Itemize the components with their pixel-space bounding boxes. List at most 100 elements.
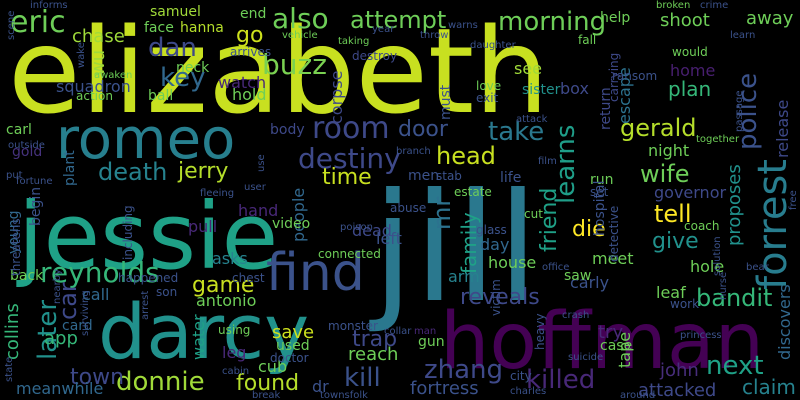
word-abuse: abuse: [390, 201, 426, 215]
word-learns: learns: [551, 125, 581, 204]
word-together: together: [696, 134, 740, 145]
word-leaf: leaf: [656, 283, 686, 302]
word-love: love: [476, 79, 501, 93]
word-monster: monster: [328, 319, 378, 333]
word-fortune: fortune: [16, 176, 53, 187]
word-dead: dead: [352, 221, 392, 240]
word-coach: coach: [684, 219, 720, 233]
word-kill: kill: [344, 363, 381, 393]
word-card: card: [62, 318, 93, 334]
word-man: man: [414, 326, 436, 337]
word-mr: mr: [428, 197, 456, 230]
word-film: film: [538, 156, 557, 167]
word-shoot: shoot: [660, 10, 710, 31]
word-escape: escape: [615, 67, 634, 124]
word-morning: morning: [498, 7, 606, 37]
word-take: take: [488, 117, 544, 147]
word-men: men: [408, 168, 439, 184]
word-saw: saw: [564, 268, 591, 284]
word-body: body: [270, 122, 305, 138]
word-carl: carl: [6, 122, 32, 138]
word-state: state: [4, 357, 15, 382]
word-solution: solution: [712, 236, 723, 276]
word-charles: charles: [510, 386, 546, 397]
word-fleeing: fleeing: [200, 188, 234, 199]
word-hold: hold: [232, 85, 267, 104]
word-help: help: [600, 10, 630, 26]
word-vehicle: vehicle: [282, 30, 318, 41]
word-set: set: [590, 185, 609, 199]
word-video: video: [272, 216, 310, 232]
word-city: city: [510, 369, 532, 383]
word-year: year: [372, 24, 395, 35]
word-user: user: [244, 182, 267, 193]
word-governor: governor: [654, 183, 726, 202]
word-later: later: [33, 300, 63, 360]
word-cut: cut: [524, 207, 543, 221]
word-attacked: attacked: [638, 380, 716, 400]
word-arm: arm: [448, 267, 480, 286]
word-try: try: [598, 322, 623, 343]
word-discovers: discovers: [775, 284, 794, 360]
word-reach: reach: [348, 344, 398, 365]
word-elizabeth: elizabeth: [8, 2, 549, 140]
word-attempt: attempt: [350, 6, 446, 34]
word-hand: hand: [238, 201, 278, 220]
word-squadron: squadron: [56, 77, 131, 96]
word-arrives: arrives: [230, 45, 271, 59]
word-left: left: [376, 229, 402, 248]
word-john: john: [659, 360, 699, 381]
word-box: box: [560, 79, 589, 98]
word-dan: dan: [148, 33, 197, 63]
word-end: end: [240, 6, 266, 22]
word-cub: cub: [258, 357, 287, 376]
word-gerald: gerald: [620, 114, 696, 142]
word-happened: happened: [118, 271, 178, 285]
word-face: face: [144, 20, 174, 36]
word-house: house: [488, 253, 536, 272]
word-suicide: suicide: [568, 352, 603, 363]
word-wake: wake: [76, 42, 87, 68]
word-hoffman: hoffman: [440, 297, 764, 387]
word-die: die: [572, 217, 606, 242]
word-crash: crash: [562, 310, 589, 321]
word-leg: leg: [222, 343, 246, 362]
word-taking: taking: [338, 36, 369, 47]
word-nearby: nearby: [52, 269, 63, 304]
word-see: see: [514, 59, 542, 78]
word-car: car: [54, 282, 82, 320]
word-attack: attack: [516, 114, 548, 125]
word-hanna: hanna: [180, 20, 224, 36]
word-pull: pull: [188, 217, 217, 236]
word-return: return: [598, 87, 614, 130]
word-passage: passage: [734, 90, 745, 132]
word-broken: broken: [656, 0, 690, 11]
word-scene: scene: [6, 11, 17, 40]
word-head: head: [436, 142, 496, 170]
word-glass: glass: [476, 223, 507, 237]
word-estate: estate: [454, 185, 492, 199]
word-trap: trap: [352, 327, 397, 352]
word-wu: wu: [88, 50, 109, 76]
word-victim: victim: [489, 279, 503, 316]
word-princess: princess: [680, 330, 722, 341]
word-buzz: buzz: [262, 48, 327, 81]
word-connected: connected: [318, 247, 381, 261]
word-death: death: [98, 158, 167, 186]
word-also: also: [272, 2, 329, 35]
word-forrest: forrest: [750, 159, 796, 290]
word-dr: dr: [312, 377, 329, 396]
word-find: find: [266, 243, 365, 303]
word-young: young: [6, 211, 22, 254]
word-detective: detective: [607, 206, 621, 262]
word-give: give: [652, 229, 699, 254]
word-work: work: [670, 297, 699, 311]
word-would: would: [672, 45, 708, 59]
word-stab: stab: [436, 169, 462, 183]
word-cabin: cabin: [222, 366, 249, 377]
word-poison: poison: [340, 222, 373, 233]
word-gun: gun: [418, 334, 445, 350]
word-son: son: [156, 285, 177, 299]
